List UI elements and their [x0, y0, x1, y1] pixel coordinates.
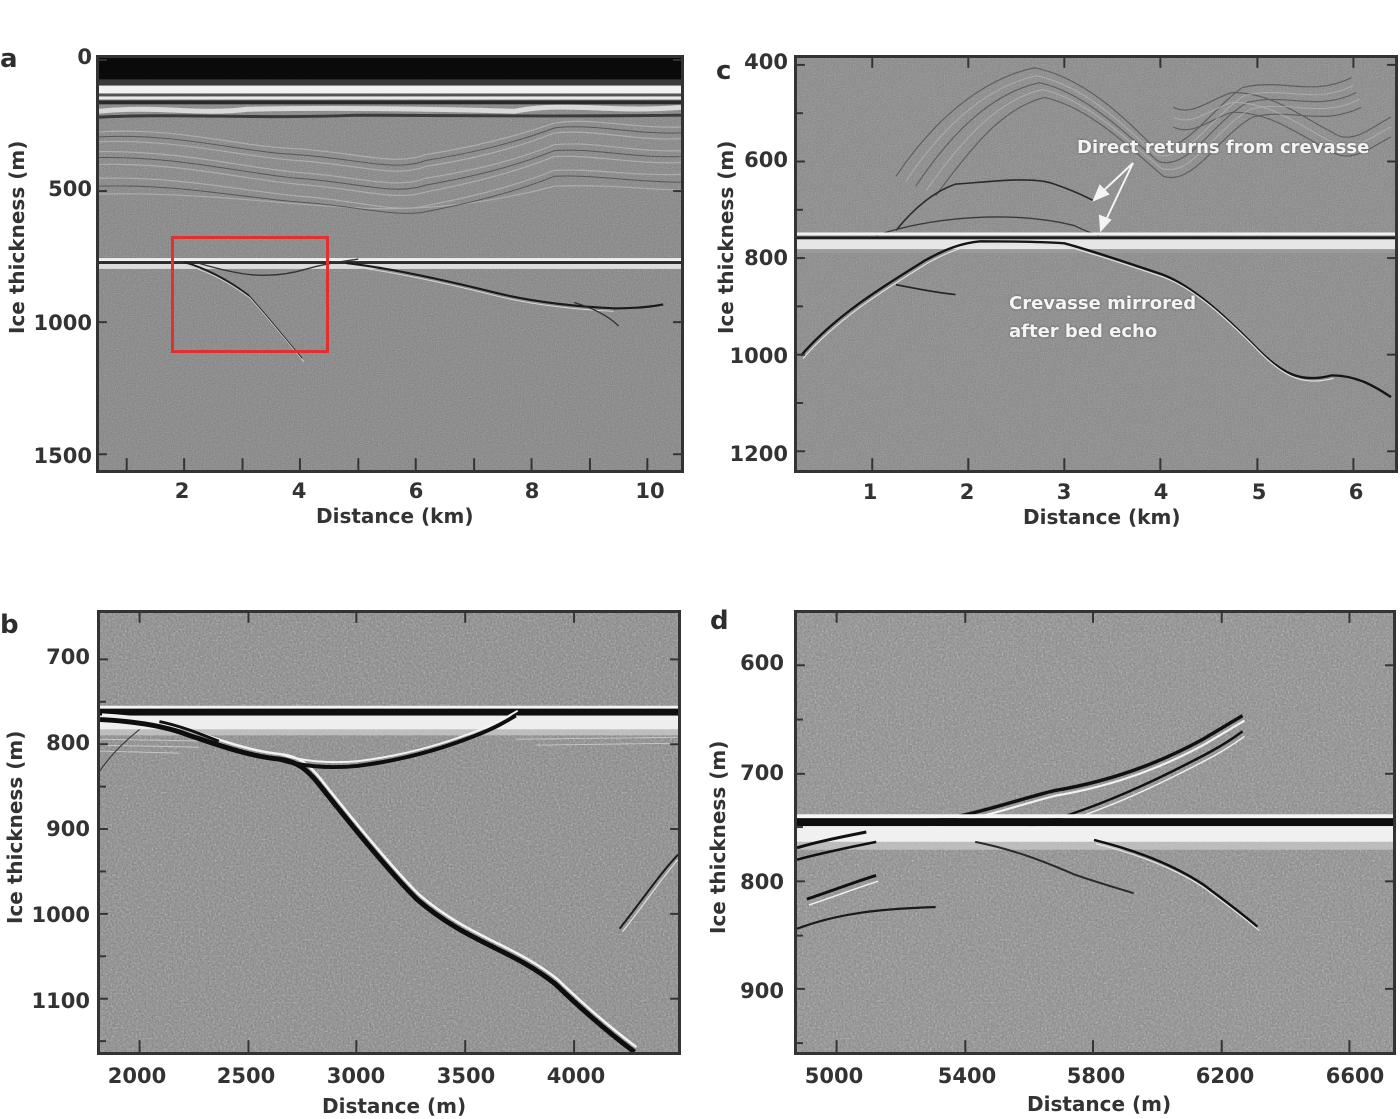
- panel-b-ytick: 1000: [31, 903, 90, 927]
- panel-a-xtick: 2: [174, 479, 190, 503]
- panel-b-radargram-graphic: [100, 613, 678, 1052]
- panel-b-xtick: 3500: [436, 1064, 496, 1088]
- panel-d-ytick: 700: [740, 761, 784, 785]
- panel-c-ytick: 1200: [729, 442, 788, 466]
- panel-a-ytick: 1500: [33, 444, 92, 468]
- panel-a-ytick: 1000: [33, 311, 92, 335]
- panel-c-xtick: 4: [1153, 480, 1169, 504]
- panel-a-letter: a: [0, 44, 18, 74]
- panel-d-xtick: 5400: [937, 1064, 997, 1088]
- panel-c-ytick: 600: [744, 148, 788, 172]
- panel-a-radargram: [96, 55, 684, 473]
- panel-d-ylabel: Ice thickness (m): [706, 740, 730, 934]
- panel-b-xtick: 2500: [216, 1064, 276, 1088]
- panel-b-ytick: 900: [46, 817, 90, 841]
- panel-d-ytick: 800: [740, 870, 784, 894]
- panel-b-xtick: 4000: [546, 1064, 606, 1088]
- panel-a-xtick: 6: [408, 479, 424, 503]
- panel-d-xlabel: Distance (m): [1027, 1092, 1172, 1116]
- annotation-mirrored-line1: Crevasse mirrored: [1009, 293, 1197, 314]
- panel-b-xtick: 3000: [326, 1064, 386, 1088]
- panel-c-xtick: 6: [1348, 480, 1364, 504]
- panel-b-radargram: [97, 610, 681, 1055]
- panel-d-ytick: 600: [740, 651, 784, 675]
- panel-c-xtick: 3: [1056, 480, 1072, 504]
- annotation-direct-returns: Direct returns from crevasse: [1077, 137, 1370, 158]
- panel-d-letter: d: [710, 606, 729, 636]
- panel-a-xlabel: Distance (km): [316, 504, 474, 528]
- panel-b-ytick: 1100: [31, 989, 90, 1013]
- panel-b-ytick: 800: [46, 731, 90, 755]
- panel-a-xtick: 8: [524, 479, 540, 503]
- panel-c-ylabel: Ice thickness (m): [714, 140, 738, 334]
- panel-a-highlight-box: [171, 236, 329, 353]
- panel-c-xtick: 2: [959, 480, 975, 504]
- panel-d-ytick: 900: [740, 979, 784, 1003]
- panel-d-radargram: [794, 610, 1396, 1055]
- panel-b-ytick: 700: [46, 645, 90, 669]
- panel-d-radargram-graphic: [797, 613, 1393, 1052]
- panel-d-xtick: 5000: [804, 1064, 864, 1088]
- panel-d-xtick: 6600: [1325, 1064, 1385, 1088]
- panel-c-ytick: 800: [744, 246, 788, 270]
- panel-c-xtick: 5: [1251, 480, 1267, 504]
- panel-c-ytick: 400: [744, 50, 788, 74]
- panel-a-ytick: 0: [77, 45, 92, 69]
- panel-c-ytick: 1000: [729, 344, 788, 368]
- panel-a-xtick: 4: [291, 479, 307, 503]
- panel-d-xtick: 5800: [1066, 1064, 1126, 1088]
- panel-b-xlabel: Distance (m): [322, 1094, 467, 1118]
- panel-a-xtick: 10: [635, 479, 665, 503]
- panel-a-ytick: 500: [48, 177, 92, 201]
- panel-c-xlabel: Distance (km): [1023, 505, 1181, 529]
- panel-c-xtick: 1: [862, 480, 878, 504]
- annotation-mirrored-line2: after bed echo: [1009, 321, 1158, 342]
- panel-a-ylabel: Ice thickness (m): [5, 140, 29, 334]
- panel-b-letter: b: [0, 610, 19, 640]
- panel-c-radargram-graphic: [797, 58, 1395, 470]
- panel-b-ylabel: Ice thickness (m): [3, 730, 27, 924]
- panel-d-xtick: 6200: [1195, 1064, 1255, 1088]
- panel-c-radargram: [794, 55, 1398, 473]
- panel-c-letter: c: [716, 56, 732, 86]
- panel-a-radargram-graphic: [99, 58, 681, 470]
- panel-b-xtick: 2000: [107, 1064, 167, 1088]
